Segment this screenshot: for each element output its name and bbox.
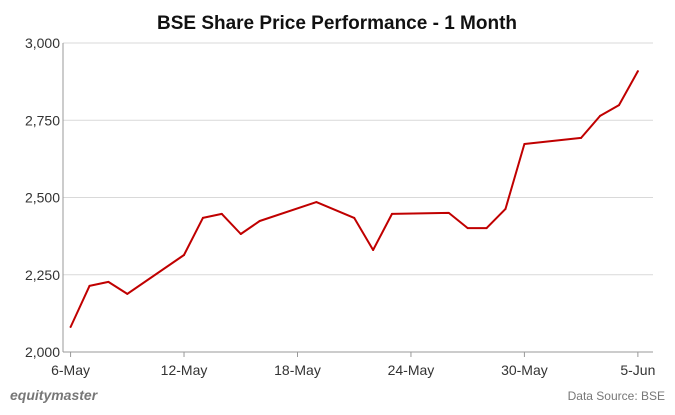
- data-point: [485, 227, 488, 230]
- data-point: [353, 216, 356, 219]
- data-source: Data Source: BSE: [568, 389, 665, 403]
- x-tick-label: 12-May: [161, 362, 208, 378]
- data-point: [107, 280, 110, 283]
- data-point: [183, 253, 186, 256]
- x-tick-label: 18-May: [274, 362, 321, 378]
- y-tick-label: 2,250: [25, 267, 60, 283]
- data-point: [636, 70, 639, 73]
- data-point: [580, 136, 583, 139]
- y-tick-label: 2,750: [25, 112, 60, 128]
- x-tick-label: 6-May: [51, 362, 90, 378]
- y-tick-label: 2,000: [25, 344, 60, 360]
- data-point: [447, 211, 450, 214]
- data-point: [69, 325, 72, 328]
- data-point: [239, 232, 242, 235]
- brand-logo: equitymaster: [10, 387, 99, 403]
- data-point: [617, 104, 620, 107]
- data-point: [599, 114, 602, 117]
- data-point: [258, 219, 261, 222]
- series-line-bse: [69, 70, 639, 328]
- y-tick-label: 2,500: [25, 190, 60, 206]
- data-point: [523, 143, 526, 146]
- data-point: [220, 212, 223, 215]
- x-tick-label: 30-May: [501, 362, 548, 378]
- data-point: [126, 292, 129, 295]
- chart-title: BSE Share Price Performance - 1 Month: [157, 13, 517, 34]
- y-tick-label: 3,000: [25, 35, 60, 51]
- data-point: [504, 207, 507, 210]
- data-point: [315, 201, 318, 204]
- data-point: [391, 212, 394, 215]
- data-point: [88, 284, 91, 287]
- x-tick-label: 24-May: [388, 362, 435, 378]
- data-point: [466, 227, 469, 230]
- x-tick-label: 5-Jun: [620, 362, 655, 378]
- data-point: [201, 216, 204, 219]
- data-point: [372, 249, 375, 252]
